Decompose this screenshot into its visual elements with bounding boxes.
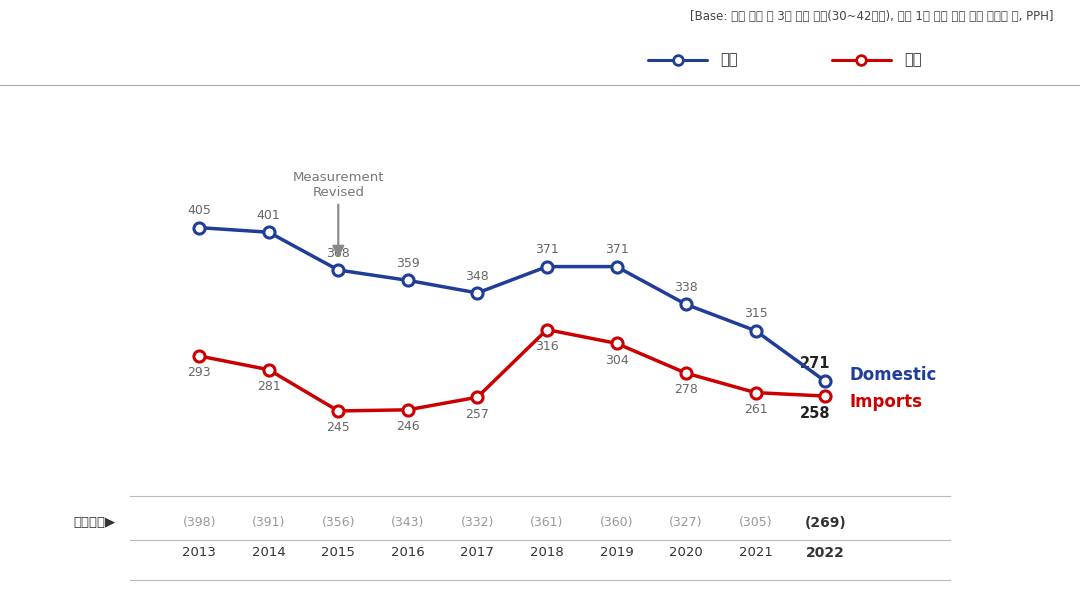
Text: Domestic: Domestic xyxy=(850,366,937,384)
Text: (361): (361) xyxy=(530,516,564,529)
Text: 371: 371 xyxy=(535,243,558,256)
Text: 371: 371 xyxy=(605,243,629,256)
Text: (269): (269) xyxy=(805,516,846,530)
Text: 수입: 수입 xyxy=(904,52,921,67)
Text: 2018: 2018 xyxy=(530,546,564,559)
Text: 278: 278 xyxy=(674,384,698,397)
Text: 2016: 2016 xyxy=(391,546,424,559)
Text: 281: 281 xyxy=(257,380,281,393)
Text: 271: 271 xyxy=(799,356,831,371)
Text: 315: 315 xyxy=(744,307,768,320)
Text: 405: 405 xyxy=(187,204,211,217)
Text: 2020: 2020 xyxy=(670,546,703,559)
Text: 258: 258 xyxy=(799,406,831,422)
Text: 304: 304 xyxy=(605,353,629,366)
Text: 2017: 2017 xyxy=(460,546,495,559)
Text: 2015: 2015 xyxy=(322,546,355,559)
Text: (305): (305) xyxy=(739,516,772,529)
Text: 348: 348 xyxy=(465,269,489,282)
Text: 338: 338 xyxy=(674,281,698,294)
Text: (391): (391) xyxy=(252,516,285,529)
Text: (343): (343) xyxy=(391,516,424,529)
Text: Measurement
Revised: Measurement Revised xyxy=(293,171,384,256)
Text: 246: 246 xyxy=(396,420,420,433)
Text: 2022: 2022 xyxy=(806,546,845,561)
Text: 293: 293 xyxy=(187,366,211,379)
Text: (327): (327) xyxy=(670,516,703,529)
Text: 2014: 2014 xyxy=(252,546,285,559)
Text: (356): (356) xyxy=(322,516,355,529)
Text: Imports: Imports xyxy=(850,393,922,411)
Text: [Base: 새차 구입 후 3년 경과 차량(30~42개월), 차량 1백 대당 평균 체험 문제점 수, PPH]: [Base: 새차 구입 후 3년 경과 차량(30~42개월), 차량 1백 … xyxy=(689,10,1053,23)
Text: 261: 261 xyxy=(744,403,768,416)
Text: 401: 401 xyxy=(257,209,281,222)
Text: (360): (360) xyxy=(599,516,633,529)
Text: 2013: 2013 xyxy=(183,546,216,559)
Text: 245: 245 xyxy=(326,422,350,435)
Text: 359: 359 xyxy=(396,257,420,270)
Text: 316: 316 xyxy=(536,340,558,353)
Text: 2019: 2019 xyxy=(599,546,633,559)
Text: 산업평균▶: 산업평균▶ xyxy=(73,516,116,529)
Text: 368: 368 xyxy=(326,247,350,260)
Text: 2021: 2021 xyxy=(739,546,772,559)
Text: (398): (398) xyxy=(183,516,216,529)
Text: 국산: 국산 xyxy=(720,52,738,67)
Text: 257: 257 xyxy=(465,407,489,420)
Text: (332): (332) xyxy=(461,516,494,529)
